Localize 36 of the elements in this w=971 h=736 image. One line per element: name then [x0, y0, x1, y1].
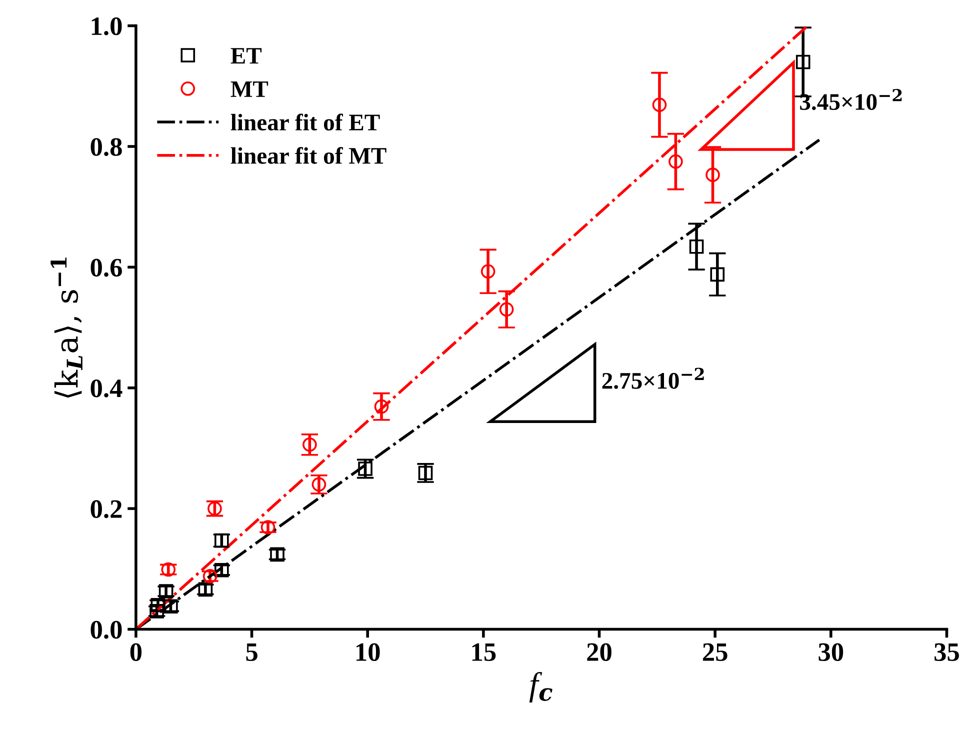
y-axis-title: ⟨k$_{L}$a⟩, s$^{−1}$	[50, 258, 82, 398]
x-tick-label: 5	[246, 644, 258, 662]
legend-label: linear fit of ET	[230, 114, 380, 130]
point	[710, 267, 725, 282]
annotation: 3.45×10$^{−2}$	[800, 88, 902, 110]
legend-label: linear fit of MT	[230, 147, 386, 164]
y-tick-label: 0.4	[90, 379, 122, 398]
y-tick-label: 1.0	[92, 17, 122, 36]
point	[358, 462, 372, 476]
x-tick-label: 15	[472, 643, 496, 662]
x-tick-label: 20	[587, 643, 612, 662]
annotation: 2.75×10$^{−2}$	[602, 368, 704, 389]
x-tick-label: 0	[130, 643, 142, 662]
point	[706, 168, 720, 182]
point	[418, 466, 433, 480]
legend-label: ET	[230, 48, 262, 64]
point	[302, 437, 317, 452]
legend-label: MT	[230, 81, 268, 97]
point	[374, 399, 389, 414]
x-tick-label: 10	[356, 643, 380, 662]
point	[689, 239, 704, 254]
x-axis-title: f$_{c}$	[529, 672, 552, 703]
y-tick-label: 0.0	[90, 620, 122, 639]
x-tick-label: 25	[702, 643, 728, 662]
point	[499, 302, 514, 317]
y-tick-label: 0.8	[90, 138, 122, 156]
point	[312, 477, 326, 492]
x-tick-label: 30	[818, 643, 844, 662]
y-tick-label: 0.2	[90, 500, 122, 518]
point	[652, 98, 667, 112]
x-tick-label: 35	[934, 643, 959, 662]
point	[150, 604, 164, 618]
point	[480, 264, 496, 279]
point	[668, 154, 683, 169]
y-tick-label: 0.6	[90, 258, 122, 277]
point	[796, 54, 810, 70]
